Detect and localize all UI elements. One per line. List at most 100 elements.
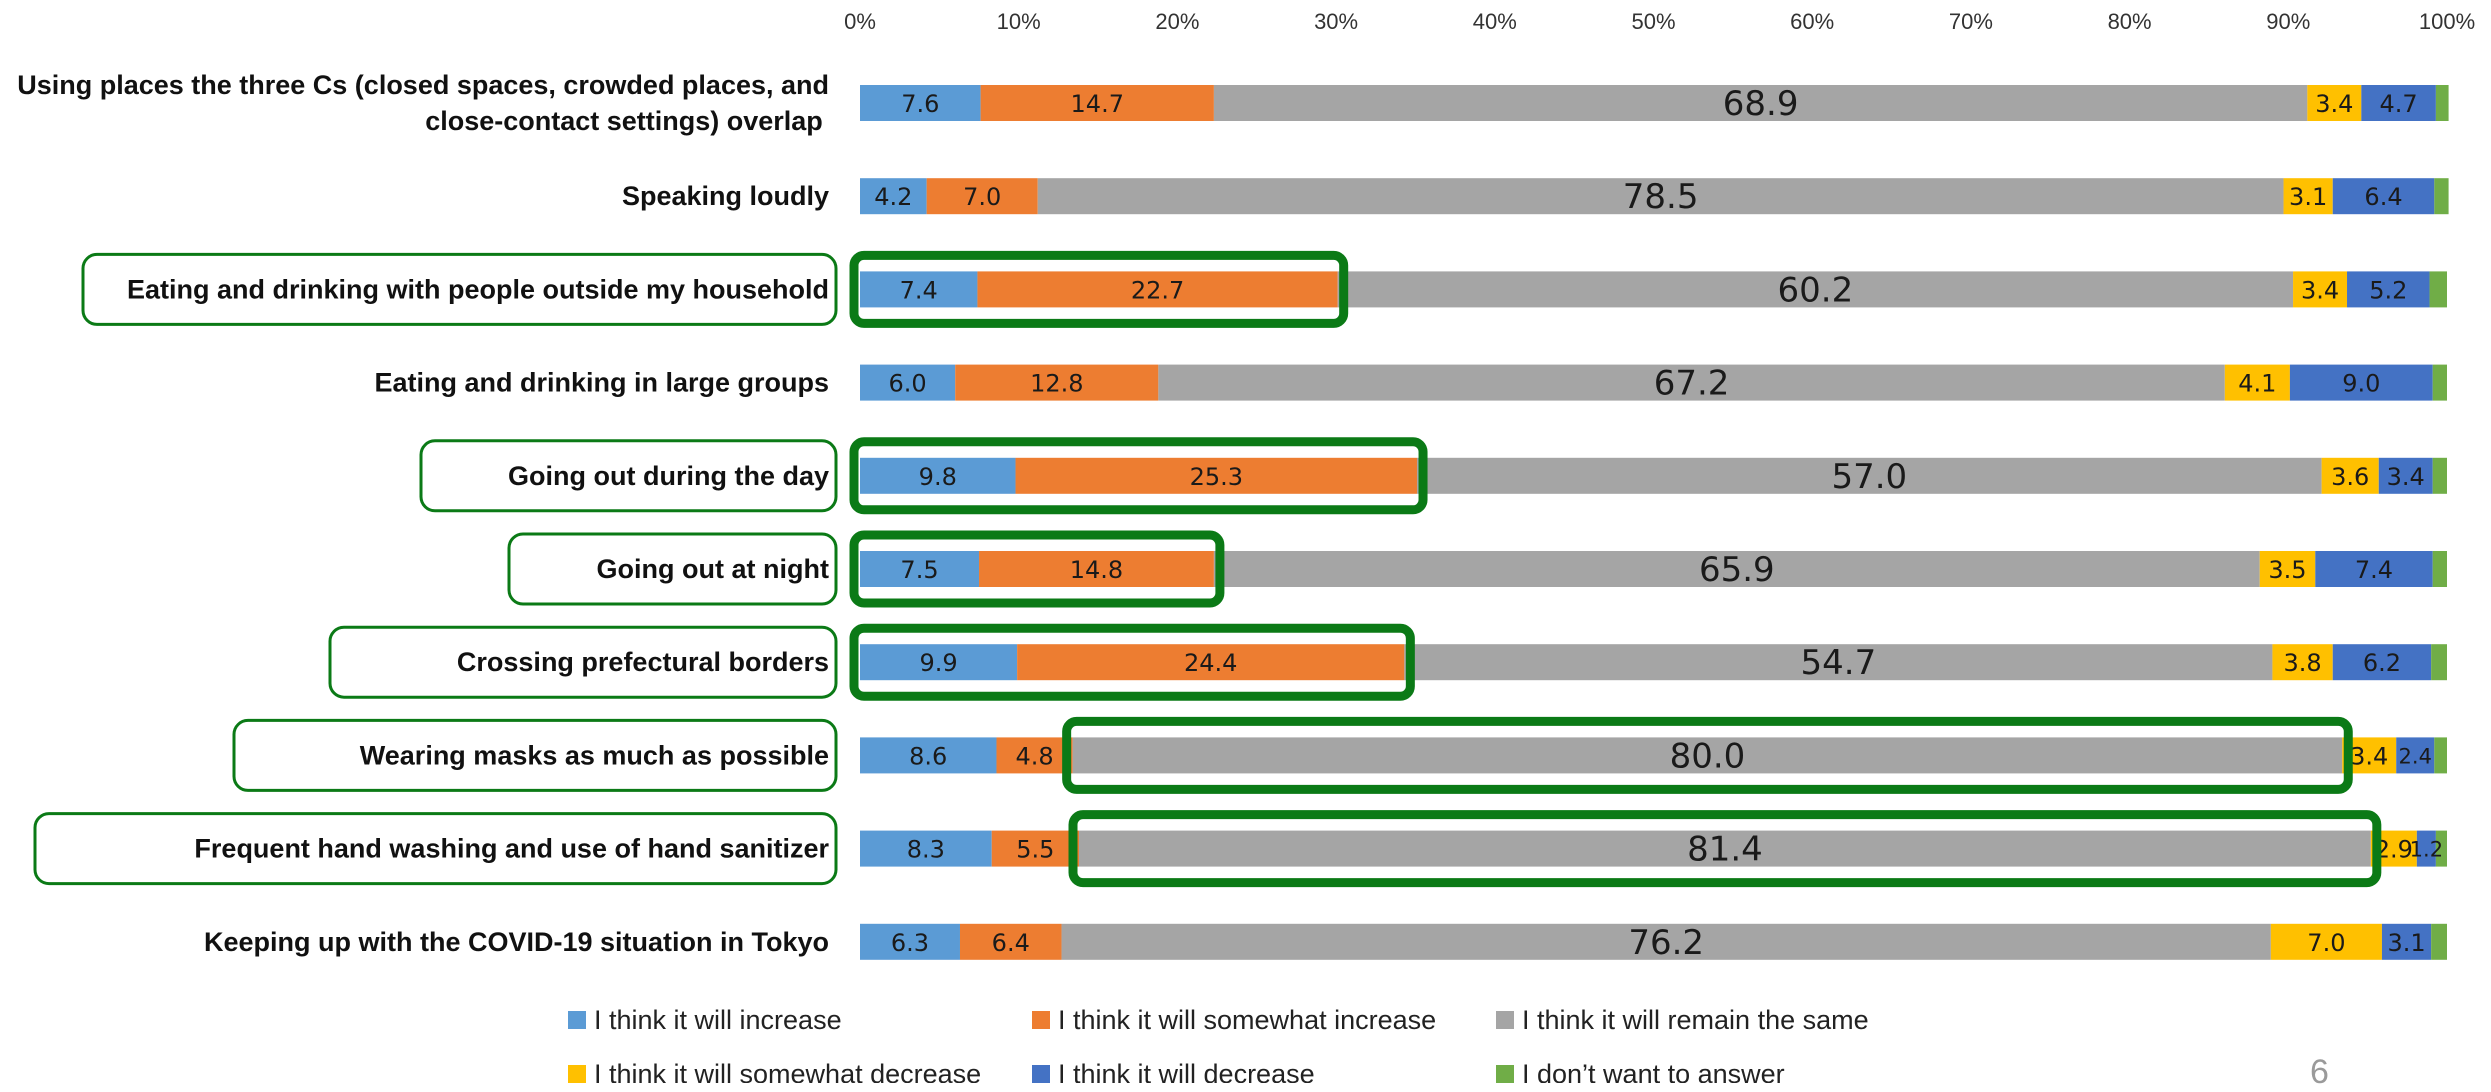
bar-segment <box>1213 85 2308 121</box>
data-label: 9.0 <box>2342 370 2380 398</box>
category-label: close-contact settings) overlap <box>425 106 823 136</box>
bar-segment <box>1404 644 2273 681</box>
bar-segment <box>860 644 1018 681</box>
bar-segment <box>2434 178 2449 215</box>
bar-segment <box>979 551 1214 587</box>
x-tick-label: 10% <box>997 9 1041 34</box>
legend-swatch <box>568 1011 586 1029</box>
bar-highlight-box <box>849 437 1428 515</box>
bar-segment <box>2429 271 2447 308</box>
data-label: 3.4 <box>2350 742 2388 770</box>
bar-segment <box>2224 364 2290 401</box>
x-tick-label: 80% <box>2108 9 2152 34</box>
category-highlight-box <box>33 812 838 886</box>
bar-segment <box>991 830 1080 867</box>
bar-segment <box>2259 551 2316 587</box>
category-labels: Using places the three Cs (closed spaces… <box>17 70 829 957</box>
bar-segment <box>2307 85 2362 121</box>
bar-segment <box>996 737 1073 774</box>
bar-segment <box>1072 737 2343 774</box>
data-label: 4.7 <box>2380 90 2418 118</box>
bar-segment <box>860 178 927 215</box>
data-label: 4.8 <box>1015 742 1053 770</box>
bar-segment <box>860 830 992 867</box>
category-label: Eating and drinking with people outside … <box>127 274 829 304</box>
bar-segment <box>2272 644 2333 681</box>
data-label: 57.0 <box>1831 457 1907 497</box>
category-label: Going out during the day <box>508 461 829 491</box>
bar-segment <box>2315 551 2433 587</box>
legend-label: I think it will decrease <box>1058 1059 1315 1083</box>
bar-segment <box>2396 737 2435 774</box>
data-label: 4.1 <box>2238 370 2276 398</box>
data-label: 4.2 <box>874 183 912 211</box>
category-label: Keeping up with the COVID-19 situation i… <box>204 927 829 957</box>
bar-segment <box>2432 551 2447 587</box>
category-label: Eating and drinking in large groups <box>374 368 829 398</box>
data-label: 9.9 <box>919 649 957 677</box>
bar-segment <box>2432 457 2447 494</box>
x-tick-label: 30% <box>1314 9 1358 34</box>
data-label: 6.4 <box>2364 183 2402 211</box>
bar-segment <box>2435 85 2449 121</box>
legend-swatch <box>568 1065 586 1083</box>
bar-segment <box>2416 830 2436 867</box>
bar-segment <box>2347 271 2430 308</box>
bar-segment <box>959 923 1062 960</box>
category-label: Using places the three Cs (closed spaces… <box>17 70 829 100</box>
data-label: 5.5 <box>1016 836 1054 864</box>
data-label: 3.6 <box>2331 463 2369 491</box>
data-label: 60.2 <box>1778 270 1854 310</box>
bar-segment <box>1337 271 2294 308</box>
x-tick-label: 90% <box>2266 9 2310 34</box>
data-label: 8.6 <box>909 742 947 770</box>
data-label: 25.3 <box>1190 463 1243 491</box>
x-tick-label: 50% <box>1631 9 1675 34</box>
data-label: 12.8 <box>1030 370 1083 398</box>
data-label: 3.4 <box>2301 276 2339 304</box>
bar-segment <box>2283 178 2333 215</box>
bar-segment <box>980 85 1214 121</box>
bar-segment <box>955 364 1159 401</box>
data-label: 6.4 <box>992 929 1030 957</box>
x-tick-label: 70% <box>1949 9 1993 34</box>
data-label: 22.7 <box>1131 276 1184 304</box>
bar-segment <box>1037 178 2284 215</box>
data-label: 6.2 <box>2363 649 2401 677</box>
data-label: 3.8 <box>2283 649 2321 677</box>
bar-segment <box>2434 737 2447 774</box>
category-highlight-box <box>507 532 838 606</box>
bar-highlight-box <box>849 623 1415 701</box>
x-tick-label: 20% <box>1155 9 1199 34</box>
data-label: 7.5 <box>900 556 938 584</box>
bar-segment <box>860 364 956 401</box>
category-label: Frequent hand washing and use of hand sa… <box>194 834 829 864</box>
bar-segment <box>1417 457 2322 494</box>
bar-segment <box>860 85 981 121</box>
data-label: 24.4 <box>1184 649 1237 677</box>
data-label: 6.3 <box>891 929 929 957</box>
data-label: 78.5 <box>1623 177 1699 217</box>
x-tick-label: 100% <box>2419 9 2475 34</box>
page-number: 6 <box>2310 1053 2329 1091</box>
category-label: Going out at night <box>597 554 829 584</box>
x-tick-label: 40% <box>1473 9 1517 34</box>
bar-segment <box>2432 364 2447 401</box>
data-label: 81.4 <box>1687 830 1763 870</box>
bar-segment <box>860 923 960 960</box>
bars: 7.6 14.7 68.9 3.4 4.7 4.2 7.0 78.5 3.1 6.4 7.4 22.7… <box>860 84 2449 963</box>
bar-segment <box>2378 457 2433 494</box>
bar-segment <box>860 457 1016 494</box>
data-label: 3.1 <box>2387 929 2425 957</box>
bar-segment <box>2431 644 2447 681</box>
bar-segment <box>1158 364 2225 401</box>
category-highlight-box <box>328 625 838 699</box>
legend-label: I think it will remain the same <box>1522 1005 1869 1035</box>
data-label: 6.0 <box>889 370 927 398</box>
bar-segment <box>926 178 1038 215</box>
bar-segment <box>2435 830 2447 867</box>
bar-highlight-box <box>849 250 1349 328</box>
data-label: 5.2 <box>2369 276 2407 304</box>
data-label: 3.1 <box>2289 183 2327 211</box>
